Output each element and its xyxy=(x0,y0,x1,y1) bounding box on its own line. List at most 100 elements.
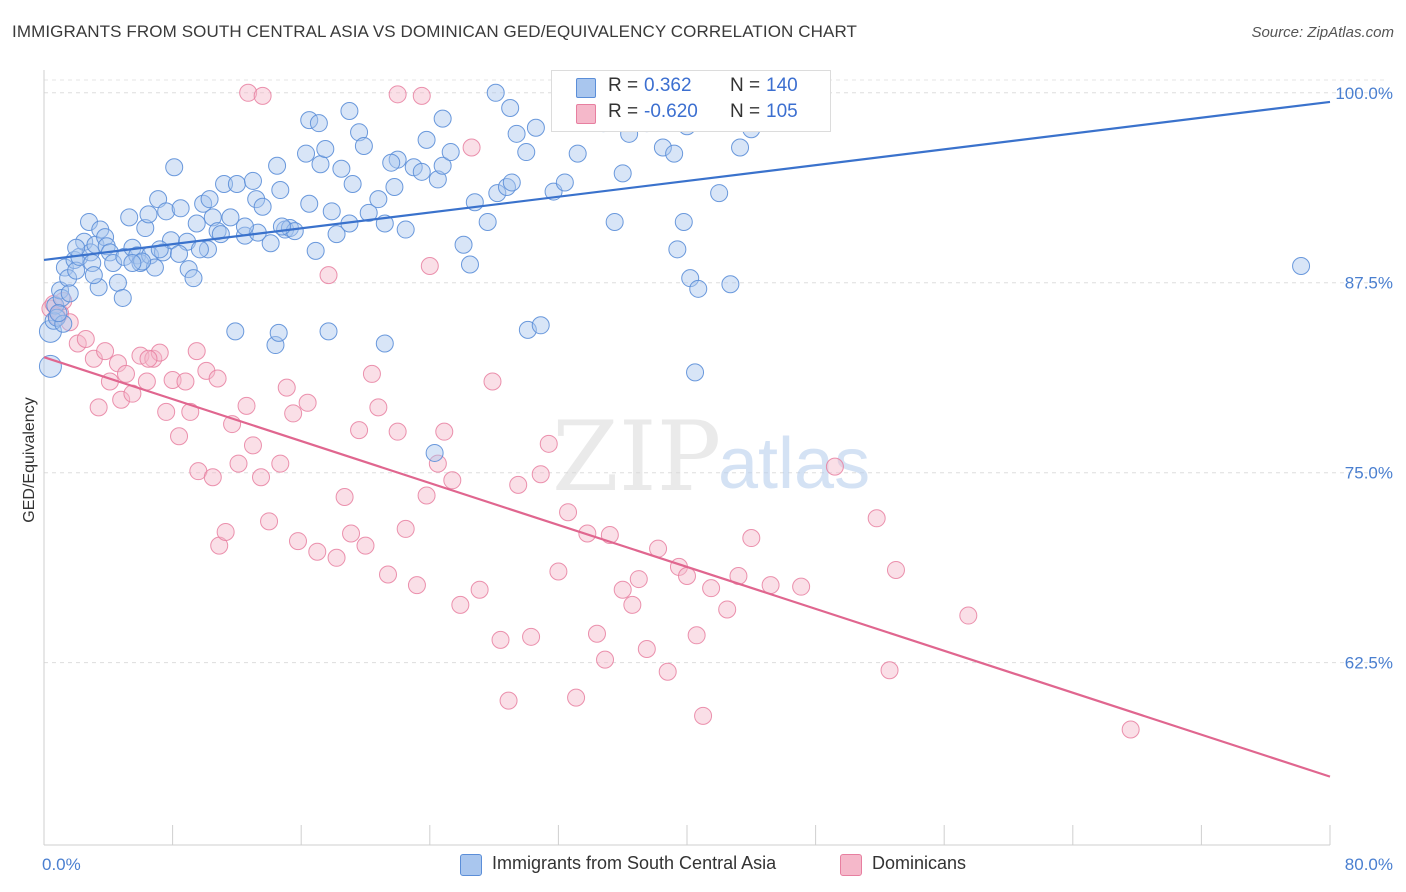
south-central-asia-point xyxy=(478,212,497,231)
south-central-asia-point xyxy=(261,234,280,253)
dominicans-point xyxy=(260,512,279,531)
south-central-asia-point xyxy=(300,111,319,130)
y-tick-label: 62.5% xyxy=(1345,654,1393,673)
dominicans-point xyxy=(187,342,206,361)
south-central-asia-point xyxy=(271,181,290,200)
dominicans-point xyxy=(150,343,169,362)
south-central-asia-point xyxy=(417,130,436,149)
south-central-asia-point xyxy=(375,334,394,353)
dominicans-point xyxy=(407,576,426,595)
correlation-legend: R = 0.362 N = 140 R = -0.620 N = 105 xyxy=(551,70,831,132)
south-central-asia-point xyxy=(668,240,687,259)
dominicans-point xyxy=(89,398,108,417)
y-tick-labels: 62.5% 75.0% 87.5% 100.0% xyxy=(1335,84,1393,673)
dominicans-point xyxy=(76,329,95,348)
y-axis-title: GED/Equivalency xyxy=(21,397,38,522)
south-central-asia-point xyxy=(412,162,431,181)
dominicans-point xyxy=(284,404,303,423)
south-central-asia-point xyxy=(89,278,108,297)
dominicans-point xyxy=(335,488,354,507)
trendlines xyxy=(43,100,1331,778)
south-central-asia-point xyxy=(507,124,526,143)
south-central-asia-point xyxy=(1292,257,1311,276)
dominicans-point xyxy=(483,372,502,391)
south-central-asia-point xyxy=(433,156,452,175)
dominicans-point xyxy=(271,454,290,473)
south-central-asia-point xyxy=(165,158,184,177)
south-central-asia-point xyxy=(108,273,127,292)
south-central-asia-point xyxy=(184,269,203,288)
south-central-asia-point xyxy=(247,190,266,209)
south-central-asia-point xyxy=(84,266,103,285)
south-central-asia-point xyxy=(306,241,325,260)
south-central-asia-point xyxy=(425,443,444,462)
south-central-asia-point xyxy=(316,140,335,159)
south-central-asia-point xyxy=(104,253,123,272)
south-central-asia-point xyxy=(501,98,520,117)
dominicans-point xyxy=(694,706,713,725)
south-central-asia-point xyxy=(67,238,86,257)
dominicans-point xyxy=(637,639,656,658)
dominicans-point xyxy=(237,396,256,415)
dominicans-point xyxy=(412,86,431,105)
south-central-asia-point xyxy=(454,235,473,254)
south-central-asia-point xyxy=(227,174,246,193)
dominicans-point xyxy=(417,486,436,505)
south-central-asia-point xyxy=(157,202,176,221)
dominicans-point xyxy=(886,560,905,579)
dominicans-point xyxy=(959,606,978,625)
dominicans-point xyxy=(362,364,381,383)
south-central-asia-point xyxy=(382,153,401,172)
dominicans-point xyxy=(499,691,518,710)
south-central-asia-point xyxy=(568,144,587,163)
x-tick-labels: 0.0% 80.0% xyxy=(42,855,1393,874)
south-central-asia-point xyxy=(686,363,705,382)
dominicans-point xyxy=(112,390,131,409)
watermark-zip: ZIP xyxy=(552,401,721,513)
legend-label: Immigrants from South Central Asia xyxy=(492,853,777,873)
dominicans-point xyxy=(587,624,606,643)
south-central-asia-point xyxy=(253,197,272,216)
south-central-asia-point xyxy=(332,159,351,178)
axes xyxy=(43,70,1331,846)
dominicans-point xyxy=(539,434,558,453)
south-central-asia-point xyxy=(54,314,73,333)
x-tick-label: 0.0% xyxy=(42,855,81,874)
south-central-asia-point xyxy=(369,190,388,209)
dominicans-point xyxy=(702,579,721,598)
dominicans-point xyxy=(356,536,375,555)
south-central-asia-point xyxy=(488,184,507,203)
south-central-asia-point xyxy=(517,143,536,162)
south-central-asia-point xyxy=(170,244,189,263)
south-central-asia-point xyxy=(441,143,460,162)
watermark-atlas: atlas xyxy=(718,424,870,504)
r-label: R = xyxy=(608,75,639,96)
watermark: ZIP atlas xyxy=(552,401,870,513)
south-central-asia-point xyxy=(433,109,452,128)
dominicans-point xyxy=(443,471,462,490)
south-central-asia-point xyxy=(319,322,338,341)
r-value: 0.362 xyxy=(644,75,692,96)
south-central-asia-point xyxy=(665,144,684,163)
legend-item-dominicans: Dominicans xyxy=(840,852,1000,876)
south-central-asia-point xyxy=(340,102,359,121)
dominicans-point xyxy=(825,457,844,476)
south-central-asia-point xyxy=(49,304,68,323)
south-central-asia-point xyxy=(322,202,341,221)
dominicans-point xyxy=(742,529,761,548)
dominicans-point xyxy=(253,86,272,105)
dominicans-point xyxy=(170,427,189,446)
south-central-asia-point xyxy=(710,184,729,203)
dominicans-point xyxy=(396,519,415,538)
south-central-asia-point xyxy=(211,225,230,244)
south-central-asia-point xyxy=(120,208,139,227)
dominicans-point xyxy=(342,524,361,543)
dominicans-point xyxy=(288,532,307,551)
south-central-asia-point xyxy=(269,323,288,342)
n-label: N = xyxy=(730,101,761,122)
legend-row-pink: R = -0.620 N = 105 xyxy=(552,101,830,127)
dominicans-point xyxy=(277,378,296,397)
dominicans-point xyxy=(216,522,235,541)
south-central-asia-point xyxy=(200,190,219,209)
